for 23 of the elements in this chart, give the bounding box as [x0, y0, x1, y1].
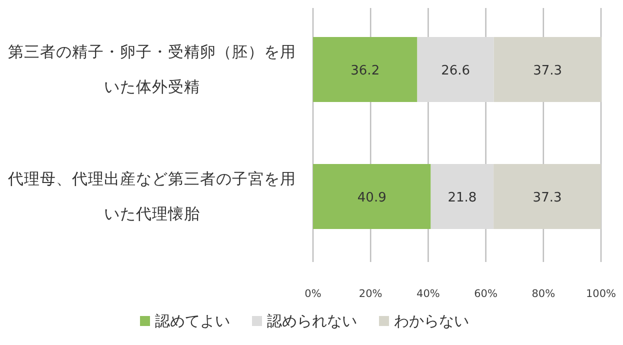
x-tick-label: 40%: [416, 288, 440, 300]
data-label: 37.3: [533, 64, 562, 78]
bar: [313, 164, 431, 229]
x-tick-label: 0%: [304, 288, 322, 300]
legend-label: わからない: [394, 312, 469, 330]
bar: [430, 164, 494, 229]
data-label: 36.2: [350, 64, 380, 78]
legend-label: 認めてよい: [155, 312, 230, 330]
y-tick-label: 第三者の精子・卵子・受精卵（胚）を用いた体外受精: [7, 42, 297, 98]
legend-label: 認められない: [267, 312, 357, 330]
x-tick-label: 80%: [532, 288, 556, 300]
bar: [494, 37, 602, 102]
data-label: 21.8: [448, 190, 477, 206]
bar: [313, 37, 418, 102]
y-tick-label: 代理母、代理出産など第三者の子宮を用いた代理懐胎: [7, 168, 297, 224]
data-label: 40.9: [357, 190, 386, 206]
data-label: 26.6: [441, 64, 470, 78]
bar: [417, 37, 494, 102]
data-label: 37.3: [532, 190, 562, 206]
x-tick-label: 20%: [358, 288, 382, 300]
bar: [494, 164, 601, 229]
x-tick-label: 100%: [586, 288, 616, 300]
x-tick-label: 60%: [474, 288, 498, 300]
